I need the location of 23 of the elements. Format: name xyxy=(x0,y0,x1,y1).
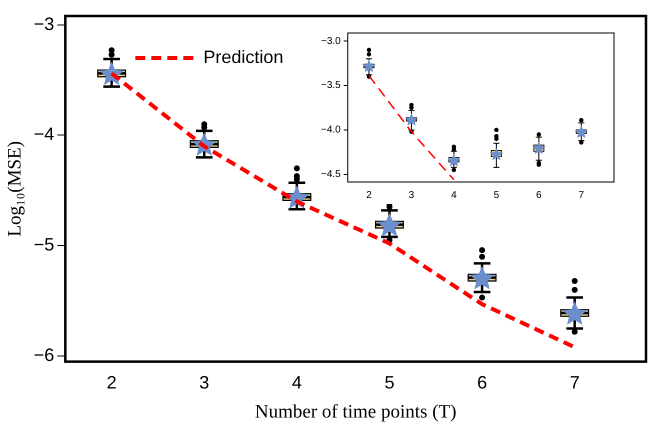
y-tick-label: −4 xyxy=(34,124,54,144)
x-tick-label: 6 xyxy=(536,190,542,201)
x-tick-label: 4 xyxy=(292,372,302,392)
x-tick-label: 7 xyxy=(570,372,580,392)
y-tick-label: −3.5 xyxy=(320,80,342,92)
x-tick-label: 3 xyxy=(199,372,210,392)
x-tick-label: 4 xyxy=(451,190,458,201)
x-tick-label: 6 xyxy=(477,372,488,392)
x-tick-label: 2 xyxy=(106,372,117,392)
x-axis-title: Number of time points (T) xyxy=(254,402,456,423)
y-tick-label: −3 xyxy=(34,14,54,34)
y-tick-label: −4.0 xyxy=(320,124,342,136)
x-tick-label: 7 xyxy=(578,190,585,201)
x-tick-label: 2 xyxy=(366,190,372,201)
y-tick-label: −4.5 xyxy=(320,169,342,180)
x-tick-label: 5 xyxy=(494,190,500,201)
y-tick-label: −5 xyxy=(34,234,54,255)
y-axis-title: Log₁₀(MSE) xyxy=(4,141,26,237)
x-tick-label: 3 xyxy=(408,190,415,201)
y-tick-label: −3.0 xyxy=(320,36,342,47)
y-tick-label: −6 xyxy=(34,345,54,366)
legend-label: Prediction xyxy=(203,46,284,67)
x-tick-label: 5 xyxy=(384,372,394,392)
